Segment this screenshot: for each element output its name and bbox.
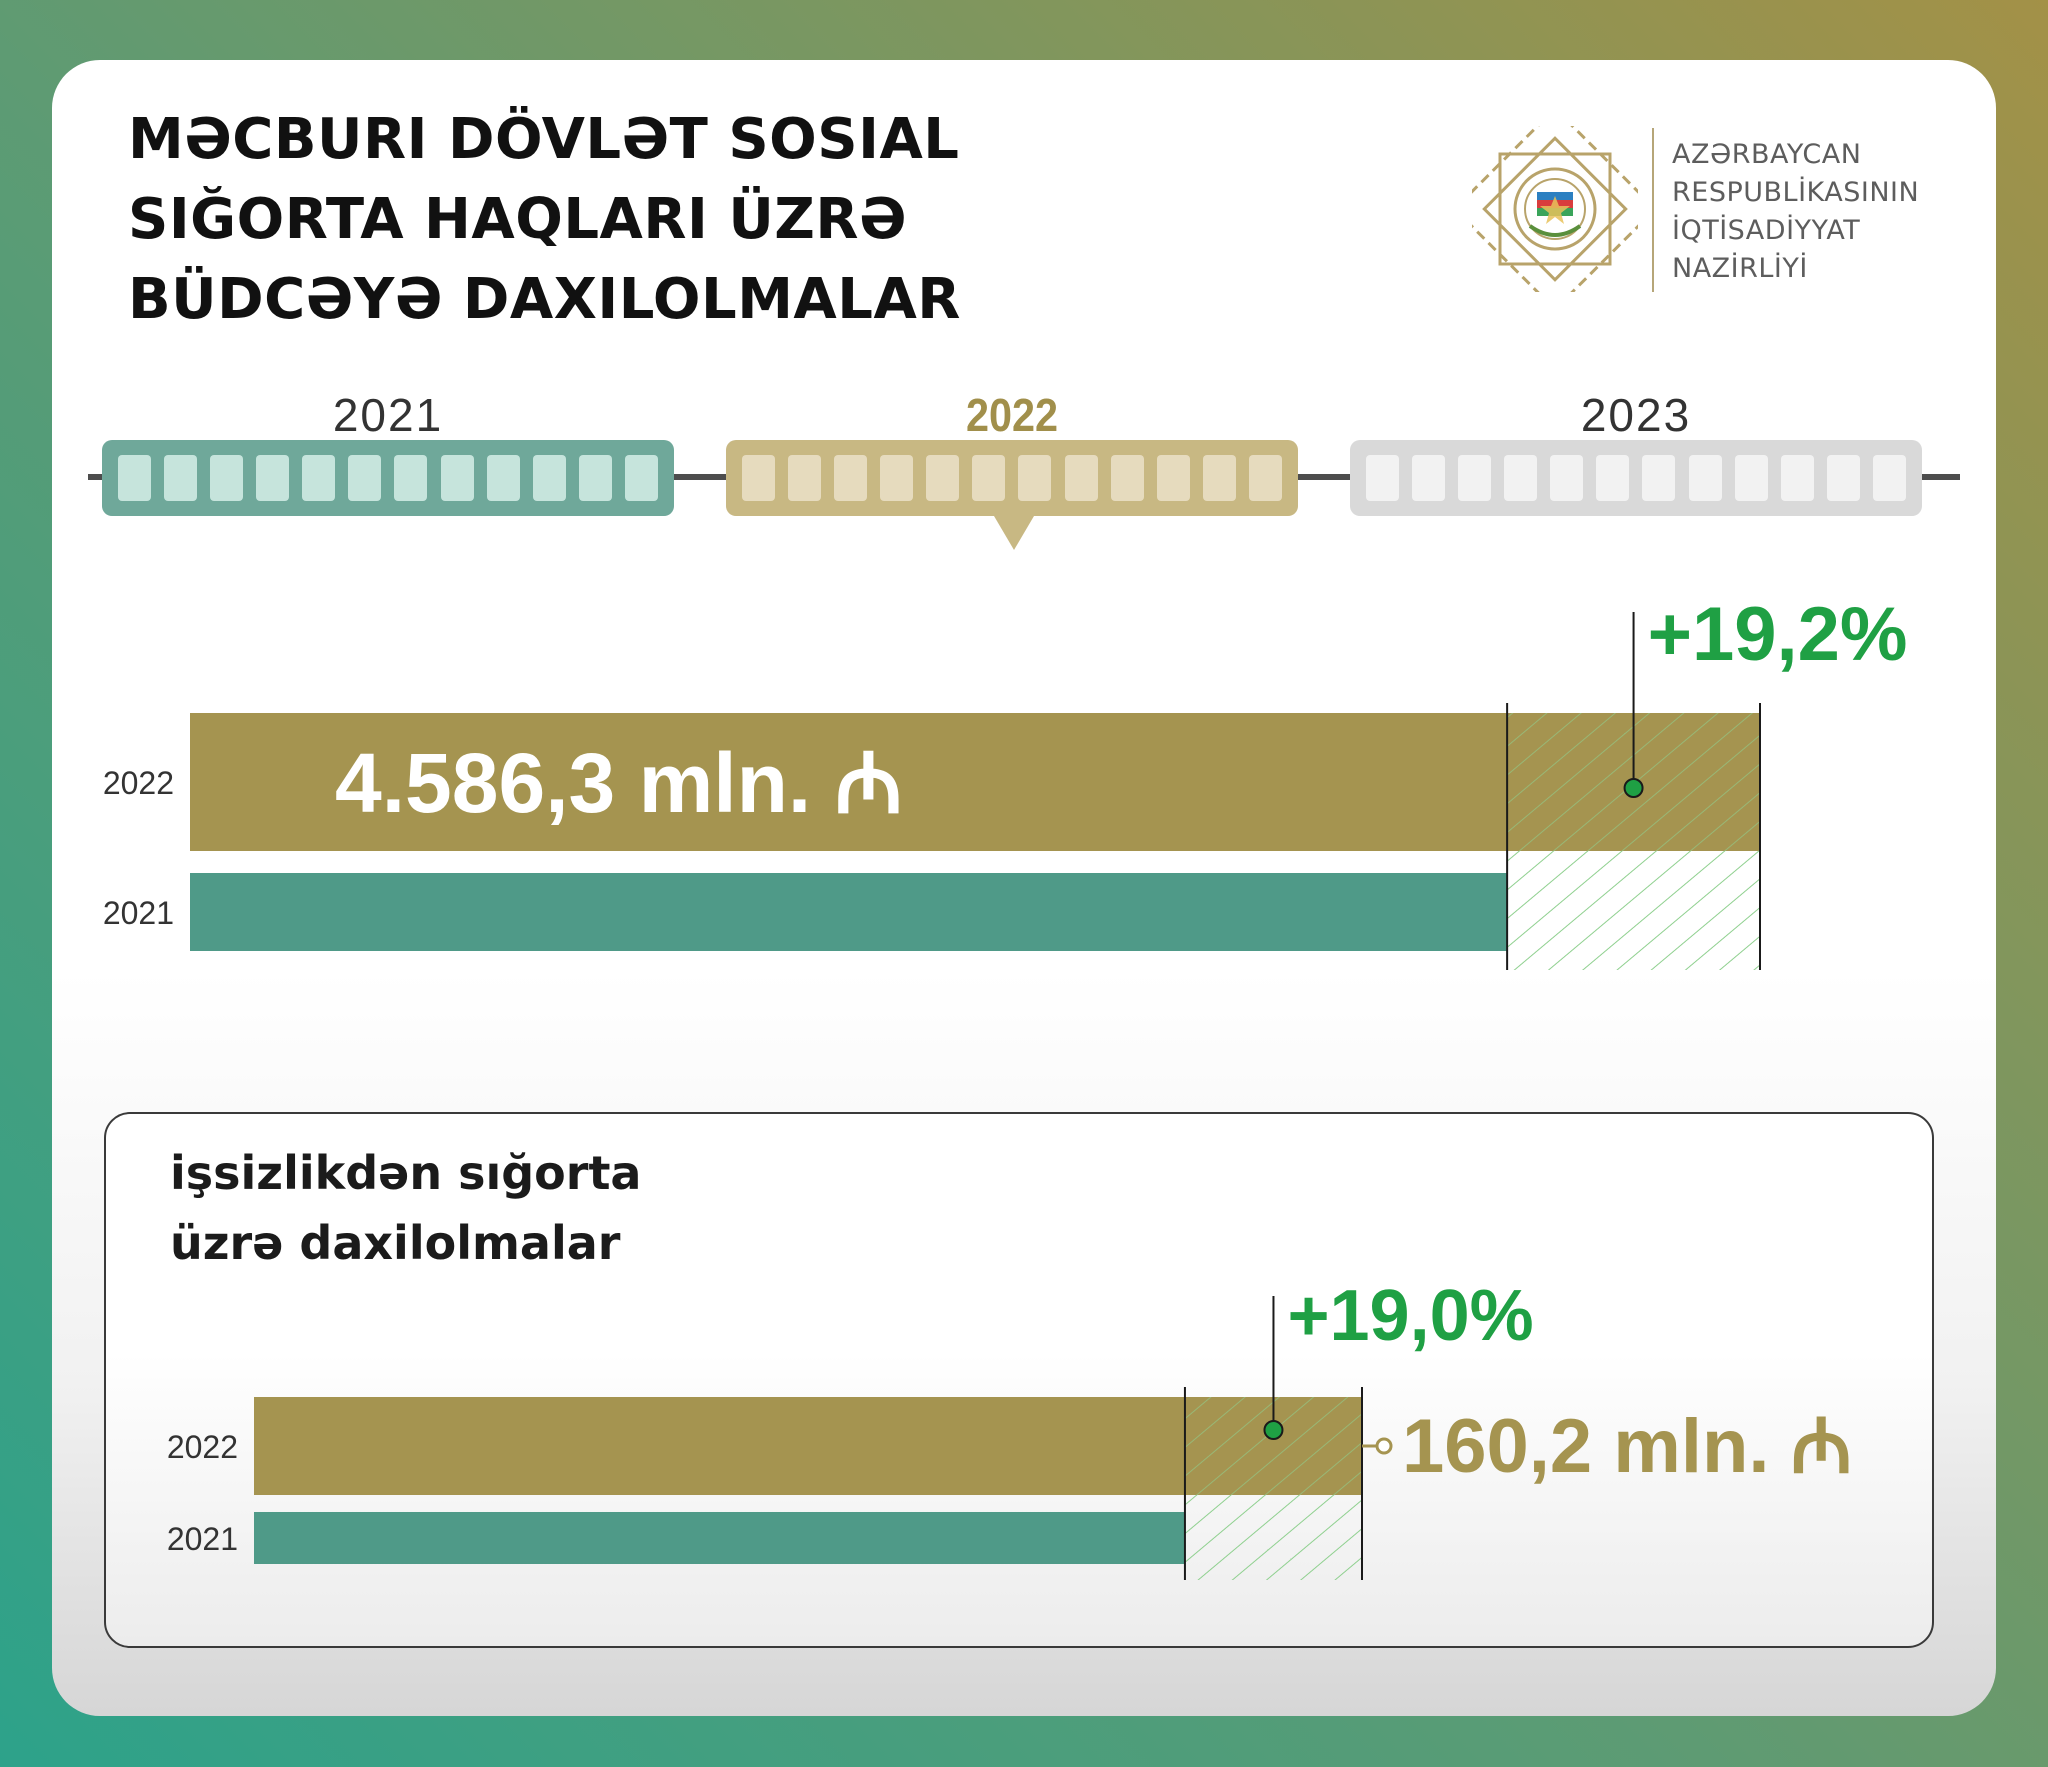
title-line: büdcəyə daxilolmalar [128,267,961,332]
month-cell [788,455,822,501]
month-cell [1366,455,1399,501]
month-cell [1248,455,1282,501]
month-cell [302,455,336,501]
bar-2022 [254,1397,1362,1495]
year-label-2022: 2022 [965,389,1059,441]
month-cell [164,455,198,501]
month-cell [1156,455,1190,501]
value-label: 160,2 mln. ₼ [1402,1404,1852,1489]
growth-percent-label: +19,2% [1648,592,1908,677]
growth-marker [1623,778,1644,798]
category-label-2022: 2022 [167,1429,238,1465]
value-connector-dot [1375,1437,1393,1455]
month-cell [1550,455,1584,501]
month-cell [256,455,290,501]
title-line: sığorta haqları üzrə [128,187,908,252]
category-label-2022: 2022 [103,765,174,801]
month-cell [1458,455,1492,501]
month-cell [1596,455,1630,501]
month-cell [532,455,566,501]
month-cell [486,455,520,501]
year-bar-2022[interactable] [726,440,1298,516]
year-label-2023: 2023 [1580,389,1692,441]
month-cell [394,455,428,501]
bar-2021 [254,1512,1185,1564]
category-label-2021: 2021 [167,1521,238,1557]
month-cell [742,455,775,501]
month-cell [1780,455,1814,501]
ministry-name: AZƏRBAYCAN RESPUBLİKASININ İQTİSADİYYAT … [1672,136,1919,288]
bar-2021 [190,873,1508,951]
month-cell [1826,455,1860,501]
month-cell [926,455,960,501]
month-cell [624,455,658,501]
month-cell [210,455,244,501]
month-cell [118,455,151,501]
emblem-icon [1472,126,1638,292]
month-cell [440,455,474,501]
logo-divider [1652,128,1654,292]
month-cell [1018,455,1052,501]
growth-marker [1263,1420,1284,1440]
active-year-pointer [994,516,1034,550]
month-cell [1642,455,1676,501]
ministry-name-line: İQTİSADİYYAT [1672,215,1861,246]
month-cell [1504,455,1538,501]
month-cell [1412,455,1446,501]
year-label-2021: 2021 [332,389,444,441]
month-cell [834,455,868,501]
category-label-2021: 2021 [103,895,174,931]
month-cell [1064,455,1098,501]
unemployment-title-line: işsizlikdən sığorta [170,1146,642,1200]
unemployment-chart: +19,0% 2022 2021 160,2 mln. ₼ [167,1276,1852,1580]
ministry-name-line: AZƏRBAYCAN [1672,139,1862,170]
growth-percent-label: +19,0% [1287,1276,1533,1356]
month-cell [1110,455,1144,501]
value-label: 4.586,3 mln. ₼ [335,736,903,830]
ministry-name-line: NAZİRLİYİ [1672,253,1808,284]
ministry-name-line: RESPUBLİKASININ [1672,177,1920,208]
month-cell [972,455,1006,501]
page-title: Məcburi dövlət sosial sığorta haqları üz… [128,100,961,340]
month-cell [578,455,612,501]
bar-2022 [190,713,1760,851]
month-cell [1872,455,1906,501]
month-cell [1734,455,1768,501]
year-bar-2021[interactable] [102,440,674,516]
month-cell [880,455,914,501]
month-cell [348,455,382,501]
unemployment-title: işsizlikdən sığorta üzrə daxilolmalar [170,1138,641,1278]
month-cell [1688,455,1722,501]
unemployment-title-line: üzrə daxilolmalar [170,1216,621,1270]
title-line: Məcburi dövlət sosial [128,107,960,172]
social-insurance-chart: +19,2% 2022 2021 4.586,3 mln. ₼ [103,592,1908,970]
month-cell [1202,455,1236,501]
year-bar-2023[interactable] [1350,440,1922,516]
